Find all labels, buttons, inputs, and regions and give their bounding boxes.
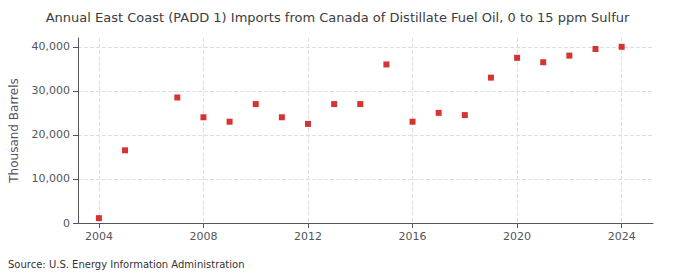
svg-text:2004: 2004 (85, 230, 113, 243)
svg-text:20,000: 20,000 (32, 128, 71, 141)
svg-text:40,000: 40,000 (32, 40, 71, 53)
svg-text:2024: 2024 (608, 230, 636, 243)
svg-text:2020: 2020 (503, 230, 531, 243)
svg-text:0: 0 (63, 217, 70, 230)
svg-text:10,000: 10,000 (32, 172, 71, 185)
svg-text:30,000: 30,000 (32, 84, 71, 97)
svg-text:Annual East Coast (PADD 1) Imp: Annual East Coast (PADD 1) Imports from … (46, 10, 630, 25)
svg-text:2016: 2016 (399, 230, 427, 243)
svg-text:Thousand Barrels: Thousand Barrels (7, 78, 21, 183)
svg-text:2012: 2012 (294, 230, 322, 243)
svg-text:Source: U.S. Energy Informatio: Source: U.S. Energy Information Administ… (8, 259, 245, 270)
svg-text:2008: 2008 (189, 230, 217, 243)
